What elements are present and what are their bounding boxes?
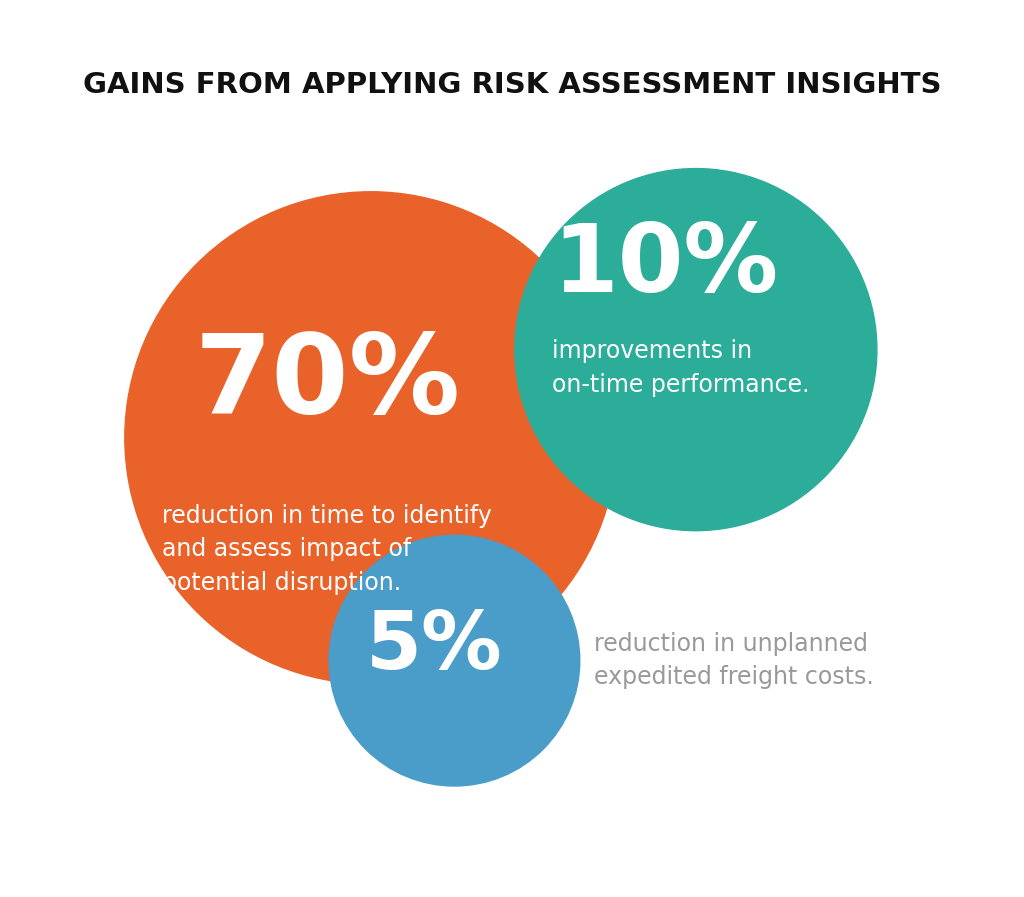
Circle shape: [515, 169, 877, 531]
Text: improvements in
on-time performance.: improvements in on-time performance.: [552, 339, 809, 397]
Circle shape: [125, 192, 616, 684]
Text: 70%: 70%: [195, 328, 461, 436]
Circle shape: [329, 536, 580, 786]
Text: reduction in unplanned
expedited freight costs.: reduction in unplanned expedited freight…: [594, 631, 873, 690]
Text: 10%: 10%: [552, 220, 778, 312]
Text: GAINS FROM APPLYING RISK ASSESSMENT INSIGHTS: GAINS FROM APPLYING RISK ASSESSMENT INSI…: [83, 71, 941, 99]
Text: 5%: 5%: [367, 608, 503, 685]
Text: reduction in time to identify
and assess impact of
potential disruption.: reduction in time to identify and assess…: [162, 504, 492, 595]
